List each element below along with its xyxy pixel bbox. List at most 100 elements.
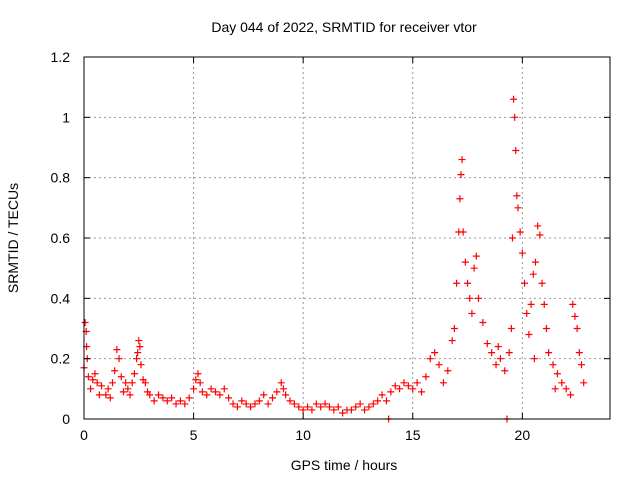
data-point [172, 400, 180, 408]
data-point [115, 355, 123, 363]
data-point [531, 258, 539, 266]
data-point [242, 400, 250, 408]
data-point [553, 370, 561, 378]
data-point [176, 397, 184, 405]
data-point [194, 370, 202, 378]
data-point [113, 346, 121, 354]
data-point [279, 385, 287, 393]
data-point [510, 95, 518, 103]
data-point [212, 388, 219, 396]
data-point [286, 397, 294, 405]
data-point [352, 403, 360, 411]
data-point [378, 391, 386, 399]
plot-frame [83, 56, 611, 420]
data-point [569, 300, 577, 308]
data-point [196, 379, 204, 387]
y-tick-label: 0.2 [51, 351, 71, 367]
data-point [163, 397, 171, 405]
data-point [369, 400, 377, 408]
data-point [518, 249, 526, 257]
data-point [545, 349, 553, 357]
x-tick-label: 10 [295, 427, 311, 443]
x-axis-label: GPS time / hours [291, 457, 398, 473]
data-point [251, 400, 259, 408]
data-point [93, 379, 101, 387]
data-point [514, 204, 522, 212]
data-point [168, 394, 176, 402]
data-point [247, 403, 255, 411]
data-point [277, 379, 285, 387]
data-point [575, 349, 583, 357]
data-point [521, 279, 529, 287]
data-point [181, 400, 189, 408]
data-point [119, 388, 127, 396]
data-point [260, 391, 268, 399]
y-tick-label: 1 [62, 109, 70, 125]
data-point [459, 228, 467, 236]
data-point [220, 385, 228, 393]
data-point [128, 379, 136, 387]
data-point [111, 367, 119, 375]
data-point [435, 361, 443, 369]
y-tick-label: 0 [62, 411, 70, 427]
data-point [155, 391, 163, 399]
data-point [203, 391, 211, 399]
data-point [126, 391, 134, 399]
data-point [238, 397, 246, 405]
data-point [505, 349, 513, 357]
data-point [573, 325, 581, 332]
data-point [334, 403, 342, 411]
data-point [108, 379, 116, 387]
data-point [137, 361, 145, 369]
data-point [516, 228, 524, 236]
data-point [190, 385, 198, 393]
data-point [472, 252, 480, 260]
data-point [130, 370, 138, 378]
data-point [549, 361, 557, 369]
data-point [312, 400, 320, 408]
data-point [400, 379, 408, 387]
data-point [542, 325, 550, 332]
data-point [525, 331, 533, 339]
data-point [567, 391, 575, 399]
grid [84, 57, 610, 419]
chart-title: Day 044 of 2022, SRMTID for receiver vto… [211, 19, 477, 35]
data-point [299, 406, 307, 414]
data-point [578, 361, 586, 369]
data-point [295, 403, 303, 411]
data-point [439, 379, 447, 387]
data-point [356, 400, 364, 408]
data-point [453, 279, 461, 287]
x-tick-label: 15 [405, 427, 421, 443]
data-point [185, 394, 193, 402]
data-point [225, 394, 233, 402]
data-point [321, 400, 329, 408]
data-point [523, 309, 531, 317]
data-point [150, 397, 158, 405]
data-point [317, 403, 325, 411]
data-point [339, 409, 347, 417]
data-point [494, 343, 502, 351]
data-point [273, 388, 281, 396]
y-ticks: 0 0.2 0.4 0.6 0.8 1 1.2 [51, 49, 610, 427]
data-point [513, 192, 521, 200]
data-point [124, 385, 132, 393]
data-point [104, 385, 112, 393]
data-point [483, 340, 491, 348]
data-point [457, 171, 465, 179]
data-point [102, 391, 110, 399]
data-point [98, 382, 106, 390]
x-tick-label: 20 [515, 427, 531, 443]
data-point [413, 379, 421, 387]
data-point [365, 403, 373, 411]
data-point [418, 388, 426, 396]
data-point [571, 312, 579, 320]
data-point [117, 373, 125, 381]
y-tick-label: 0.8 [51, 170, 71, 186]
data-point [207, 385, 215, 393]
data-point [255, 397, 263, 405]
data-point [198, 388, 206, 396]
x-tick-label: 0 [80, 427, 88, 443]
data-point [540, 300, 548, 308]
data-point [404, 382, 412, 390]
